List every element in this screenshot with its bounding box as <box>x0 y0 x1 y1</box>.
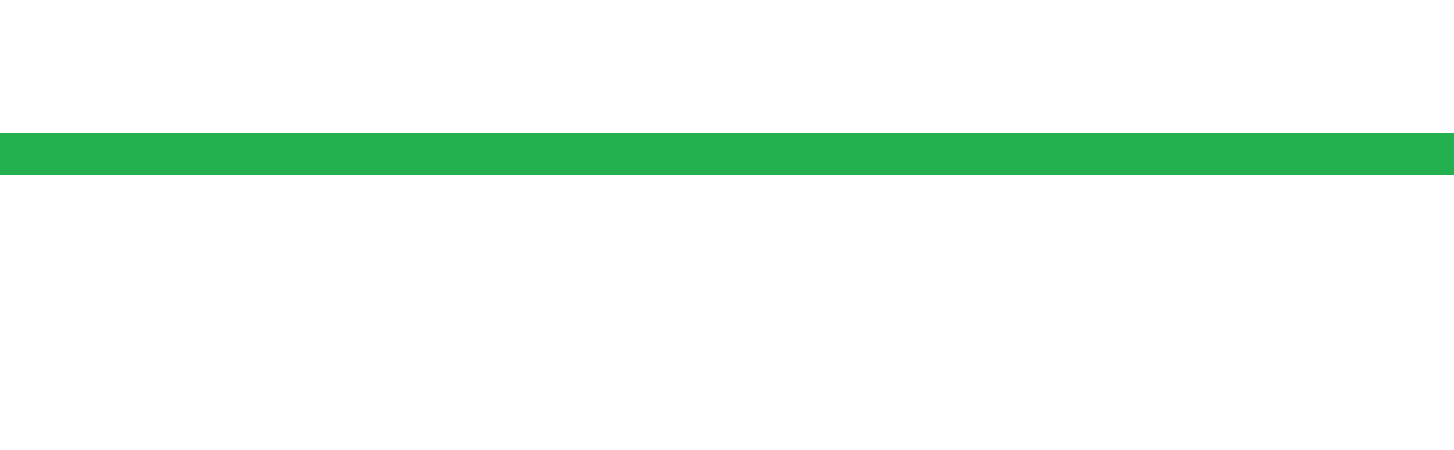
green-horizontal-band <box>0 133 1454 175</box>
